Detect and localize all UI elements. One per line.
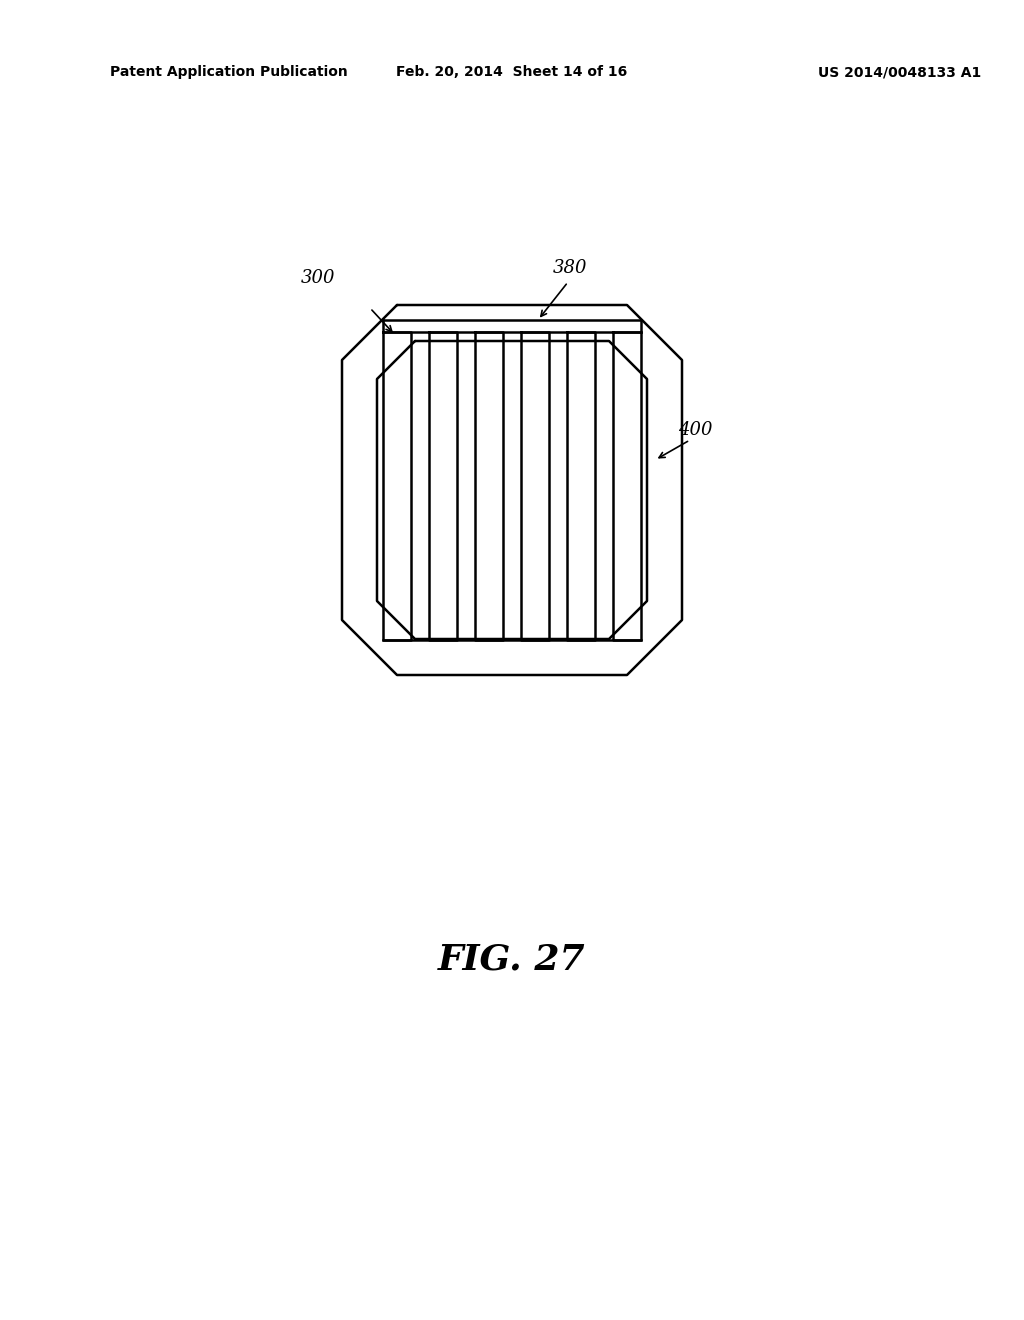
Text: US 2014/0048133 A1: US 2014/0048133 A1 [818,65,982,79]
Text: 400: 400 [678,421,713,440]
Text: FIG. 27: FIG. 27 [438,942,586,977]
Text: Patent Application Publication: Patent Application Publication [110,65,348,79]
Text: Feb. 20, 2014  Sheet 14 of 16: Feb. 20, 2014 Sheet 14 of 16 [396,65,628,79]
Text: 380: 380 [553,259,587,277]
Text: 300: 300 [301,269,335,286]
